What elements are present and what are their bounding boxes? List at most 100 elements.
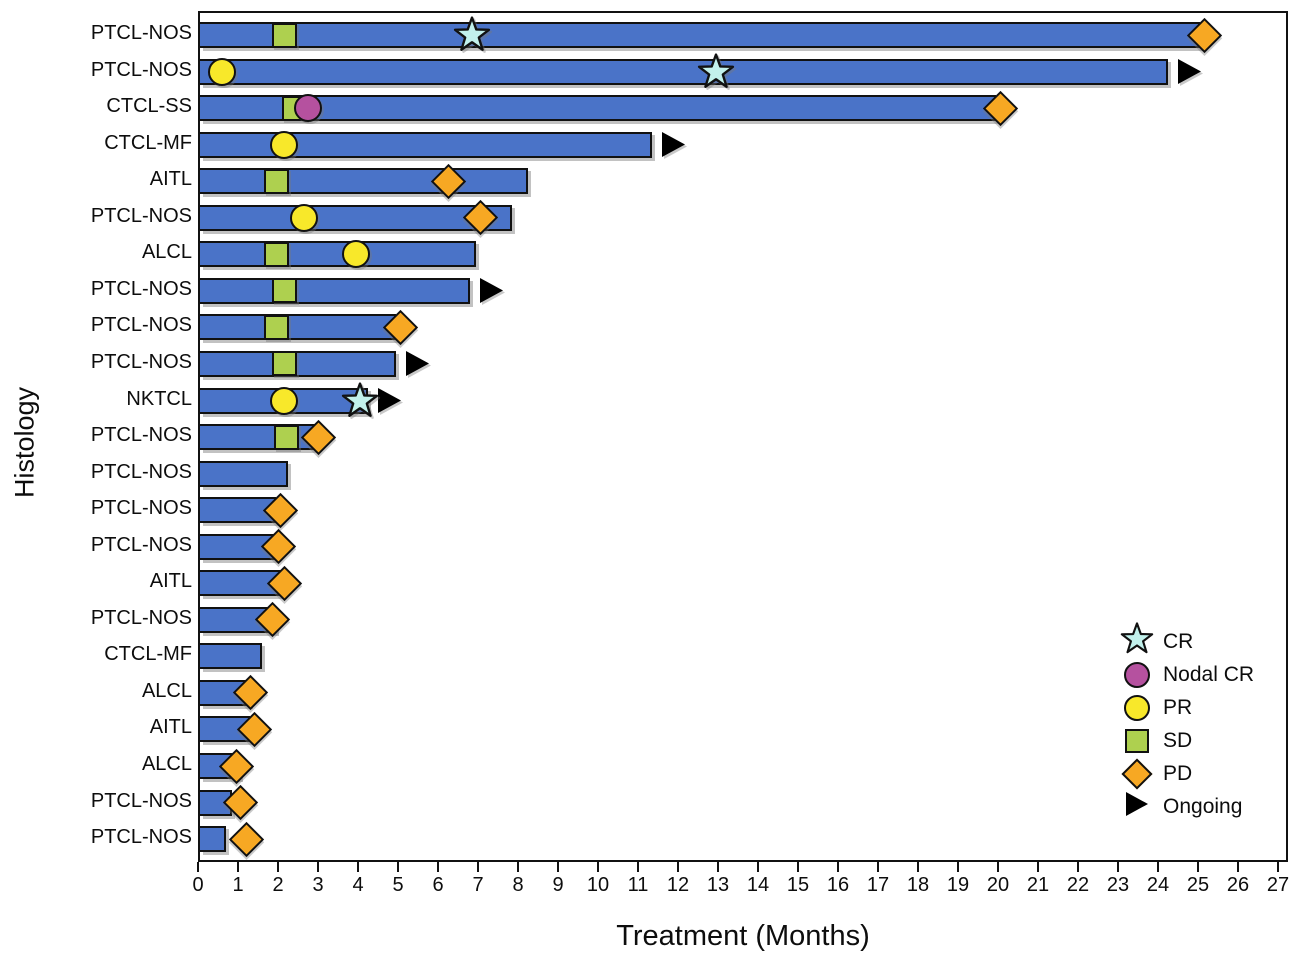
sd-square-icon <box>263 314 289 340</box>
pr-circle-icon <box>270 130 298 159</box>
x-axis-tick <box>916 862 920 872</box>
treatment-bar <box>200 826 226 853</box>
ongoing-arrow-icon <box>405 350 430 377</box>
histology-label: PTCL-NOS <box>90 22 192 44</box>
y-axis-title: Histology <box>9 386 40 499</box>
histology-label: ALCL <box>141 679 192 702</box>
pr-circle-icon <box>290 203 318 232</box>
ongoing-arrow-icon <box>661 131 686 158</box>
x-axis-tick-label: 6 <box>432 874 444 896</box>
x-axis-tick <box>516 862 520 872</box>
x-axis-tick <box>1276 862 1280 872</box>
histology-label: ALCL <box>141 753 192 775</box>
sd-square-icon <box>271 278 297 304</box>
plot-area <box>198 11 1288 862</box>
treatment-bar <box>200 22 1200 48</box>
histology-label: PTCL-NOS <box>90 314 192 337</box>
x-axis-tick-label: 14 <box>746 874 770 896</box>
treatment-bar <box>200 643 262 670</box>
legend-item: Ongoing <box>1120 791 1254 822</box>
treatment-bar <box>200 131 652 158</box>
legend-item-label: PR <box>1163 695 1193 719</box>
x-axis-tick-label: 7 <box>472 874 484 896</box>
x-axis-tick <box>476 862 480 872</box>
x-axis-title: Treatment (Months) <box>616 920 870 952</box>
histology-label: PTCL-NOS <box>90 204 192 227</box>
legend-marker-cell <box>1120 622 1154 661</box>
x-axis-tick-label: 24 <box>1146 874 1170 896</box>
x-axis-tick-label: 16 <box>826 874 850 896</box>
legend-item-label: Ongoing <box>1163 794 1243 818</box>
x-axis-tick <box>436 862 440 872</box>
histology-label: PTCL-NOS <box>90 789 192 812</box>
pd-diamond-icon <box>1121 757 1153 790</box>
nodal-cr-circle-icon <box>294 94 322 123</box>
x-axis-tick <box>876 862 880 872</box>
legend-item: SD <box>1120 727 1254 754</box>
histology-label: PTCL-NOS <box>90 533 192 556</box>
cr-star-icon <box>453 16 491 54</box>
x-axis-tick-label: 1 <box>232 874 244 896</box>
x-axis-tick-label: 21 <box>1026 874 1050 896</box>
x-axis-tick-label: 23 <box>1106 874 1130 896</box>
legend-item-label: Nodal CR <box>1163 662 1255 686</box>
x-axis-tick <box>836 862 840 872</box>
legend-item-label: PD <box>1163 761 1193 785</box>
pr-circle-icon <box>1124 694 1150 721</box>
x-axis-tick-label: 27 <box>1266 874 1290 896</box>
legend-marker-cell <box>1120 661 1154 688</box>
x-axis-tick-label: 13 <box>706 874 730 896</box>
ongoing-arrow-icon <box>1177 58 1202 85</box>
histology-label: AITL <box>149 168 192 191</box>
legend-item: PD <box>1120 757 1254 790</box>
x-axis-tick <box>1236 862 1240 872</box>
x-axis-tick-label: 8 <box>512 874 524 896</box>
histology-label: CTCL-MF <box>104 131 192 154</box>
ongoing-arrow-icon <box>479 277 504 304</box>
x-axis-tick <box>676 862 680 872</box>
legend-marker-cell <box>1120 791 1154 822</box>
cr-star-icon <box>697 52 735 91</box>
histology-label: PTCL-NOS <box>90 58 192 81</box>
x-axis-tick-label: 26 <box>1226 874 1250 896</box>
x-axis-tick <box>1076 862 1080 872</box>
legend-item: PR <box>1120 694 1254 721</box>
sd-square-icon <box>1125 728 1149 753</box>
treatment-bar <box>200 168 528 195</box>
x-axis-tick <box>1196 862 1200 872</box>
x-axis-tick-label: 19 <box>946 874 970 896</box>
histology-label: PTCL-NOS <box>90 277 192 300</box>
x-axis-tick <box>316 862 320 872</box>
legend-item: Nodal CR <box>1120 661 1254 688</box>
x-axis-tick-label: 3 <box>312 874 324 896</box>
x-axis-tick <box>716 862 720 872</box>
ongoing-arrow-icon <box>377 387 402 414</box>
sd-square-icon <box>271 22 297 48</box>
treatment-bar <box>200 95 996 122</box>
pr-circle-icon <box>342 240 370 269</box>
x-axis-tick <box>1116 862 1120 872</box>
histology-label: AITL <box>149 570 192 593</box>
legend-item-label: CR <box>1163 629 1194 653</box>
sd-square-icon <box>273 424 299 450</box>
legend: CR Nodal CR PR SD PD Ongoing <box>1120 622 1254 822</box>
x-axis-tick-label: 22 <box>1066 874 1090 896</box>
sd-square-icon <box>263 241 289 267</box>
x-axis-tick <box>596 862 600 872</box>
treatment-bar <box>200 314 396 341</box>
x-axis-tick <box>356 862 360 872</box>
pr-circle-icon <box>208 57 236 86</box>
histology-label: PTCL-NOS <box>90 606 192 629</box>
x-axis-tick-label: 18 <box>906 874 930 896</box>
x-axis-tick-label: 0 <box>192 874 204 896</box>
x-axis-tick-label: 25 <box>1186 874 1210 896</box>
sd-square-icon <box>271 351 297 377</box>
cr-star-icon <box>341 381 379 420</box>
x-axis-tick <box>956 862 960 872</box>
histology-label: PTCL-NOS <box>90 497 192 520</box>
histology-label: CTCL-MF <box>104 643 192 666</box>
treatment-bar <box>200 58 1168 85</box>
x-axis-tick-label: 12 <box>666 874 690 896</box>
x-axis-tick <box>556 862 560 872</box>
